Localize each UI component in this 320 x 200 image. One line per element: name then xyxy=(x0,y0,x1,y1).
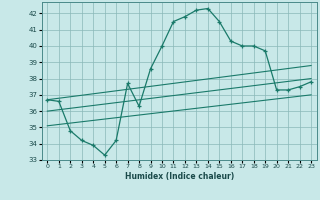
X-axis label: Humidex (Indice chaleur): Humidex (Indice chaleur) xyxy=(124,172,234,181)
